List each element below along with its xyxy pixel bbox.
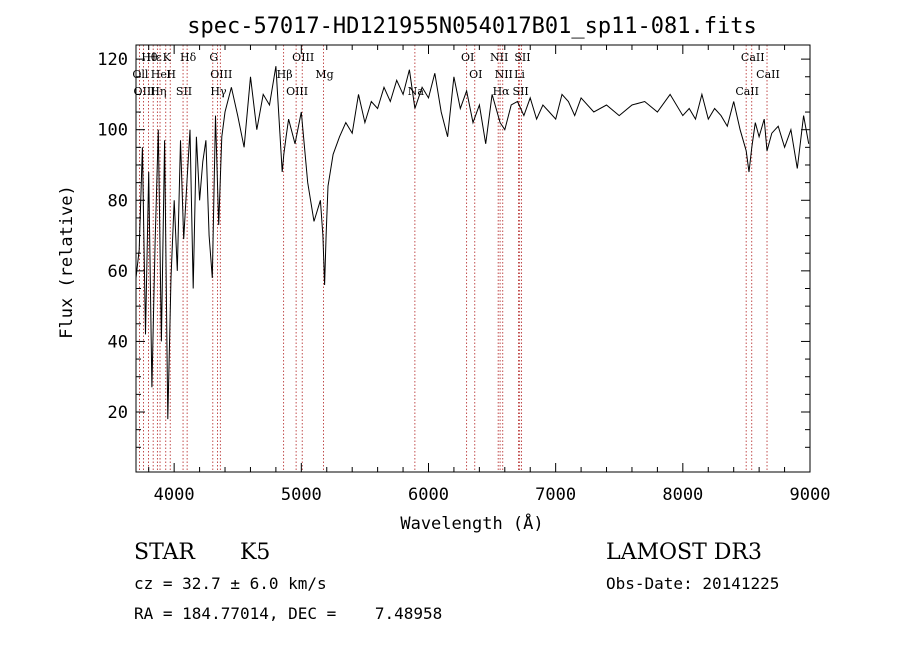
redshift-readout: cz = 32.7 ± 6.0 km/s	[134, 574, 327, 593]
spectral-line-label: Hθ	[141, 51, 158, 64]
spectral-line-label: SII	[176, 85, 192, 98]
y-tick-label: 20	[108, 403, 128, 423]
x-tick-label: 5000	[281, 485, 322, 505]
spectral-line-label: H	[166, 68, 176, 81]
spectral-line-label: Hα	[493, 85, 511, 98]
x-tick-label: 9000	[790, 485, 831, 505]
x-tick-label: 8000	[662, 485, 703, 505]
spectral-line-label: Li	[514, 68, 525, 81]
spectral-line-label: G	[209, 51, 218, 64]
spectral-line-label: Hε	[147, 51, 163, 64]
spectral-line-label: NII	[495, 68, 513, 81]
spectral-line-label: Mg	[315, 68, 333, 81]
spectral-line-markers	[139, 45, 768, 472]
object-subclass: K5	[240, 540, 271, 565]
spectral-line-label: SII	[514, 51, 530, 64]
y-axis-label: Flux (relative)	[57, 185, 77, 339]
spectral-line-label: K	[163, 51, 172, 64]
spectral-line-label: OIII	[210, 68, 232, 81]
spectral-line-label: Hγ	[210, 85, 227, 98]
spectral-line-labels: HθOllOIIIHεHeIHηKHSIIHδOIIIHγGHβOIIIOIII…	[132, 51, 779, 98]
coordinates-readout: RA = 184.77014, DEC = 7.48958	[134, 604, 443, 623]
spectral-line-label: CaII	[756, 68, 780, 81]
spectral-line-label: OIII	[286, 85, 308, 98]
y-tick-label: 100	[97, 121, 128, 141]
y-tick-label: 60	[108, 262, 128, 282]
y-tick-label: 80	[108, 191, 128, 211]
spectral-line-label: OIII	[292, 51, 314, 64]
spectral-line-label: Hδ	[180, 51, 197, 64]
flux-series-line	[135, 66, 810, 420]
x-tick-label: 4000	[154, 485, 195, 505]
y-tick-label: 40	[108, 332, 128, 352]
spectral-line-label: NII	[490, 51, 508, 64]
spectral-line-label: Hβ	[277, 68, 293, 81]
x-tick-label: 7000	[535, 485, 576, 505]
x-axis: 4000 5000 6000 7000 8000 9000	[148, 45, 831, 505]
x-axis-label: Wavelength (Å)	[400, 512, 543, 534]
spectral-line-label: Oll	[132, 68, 149, 81]
spectral-line-label: CaII	[735, 85, 759, 98]
spectral-line-label: OI	[461, 51, 474, 64]
spectral-line-label: HeI	[151, 68, 171, 81]
spectral-line-label: SII	[513, 85, 529, 98]
spectral-line-label: CaII	[741, 51, 765, 64]
spectral-line-label: OI	[469, 68, 482, 81]
y-axis: 20 40 60 80 100 120	[97, 50, 810, 448]
survey-name: LAMOST DR3	[606, 540, 762, 565]
observation-date: Obs-Date: 20141225	[606, 574, 780, 593]
chart-title: spec-57017-HD121955N054017B01_sp11-081.f…	[187, 14, 757, 39]
x-tick-label: 6000	[408, 485, 449, 505]
y-tick-label: 120	[97, 50, 128, 70]
object-class: STAR	[134, 540, 195, 565]
spectral-line-label: Hη	[150, 85, 166, 98]
plot-frame	[135, 44, 811, 473]
